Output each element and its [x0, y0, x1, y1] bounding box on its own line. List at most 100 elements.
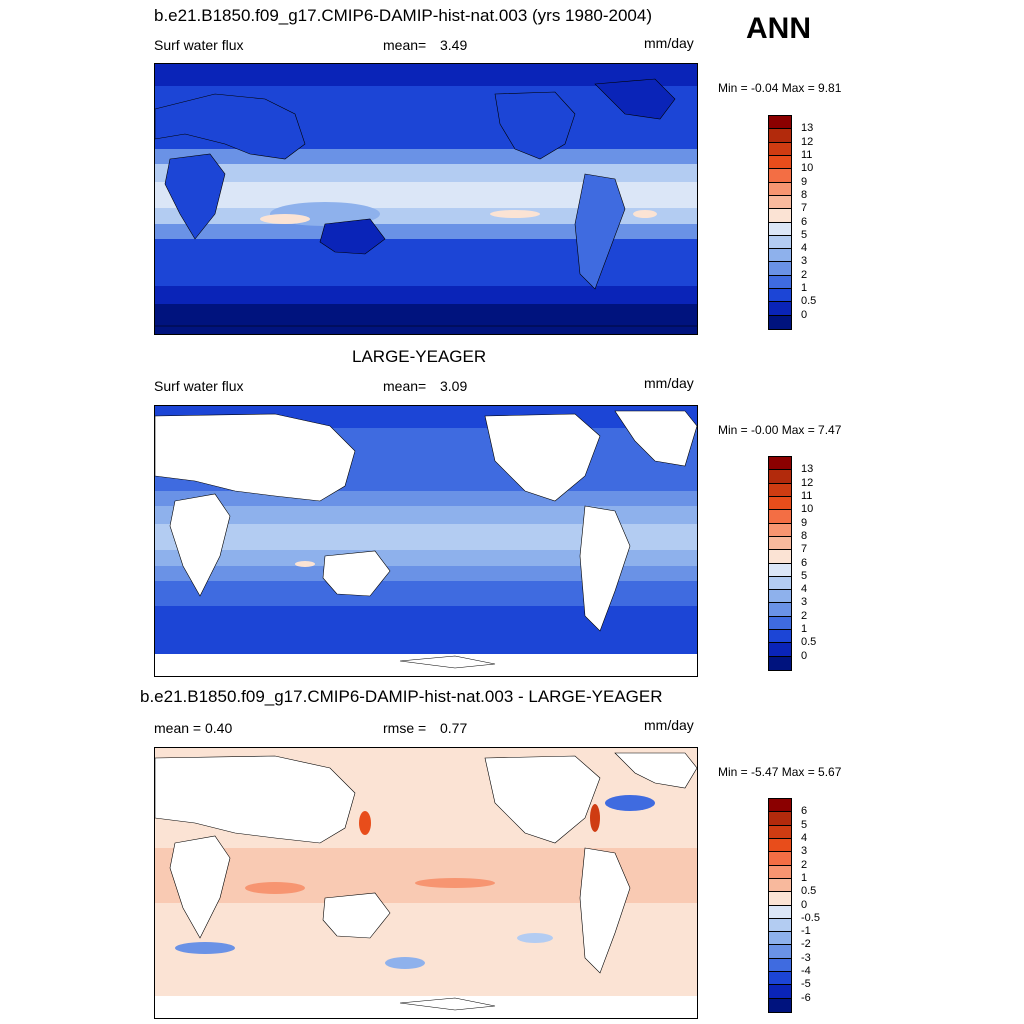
colorbar-swatch — [769, 905, 791, 919]
colorbar-tick-label: 12 — [801, 135, 814, 148]
colorbar-tick-label: 7 — [801, 543, 808, 556]
colorbar-swatch — [769, 998, 791, 1012]
colorbar-tick-label: 2 — [801, 858, 808, 871]
colorbar-tick-label: 6 — [801, 215, 808, 228]
colorbar-swatch — [769, 195, 791, 210]
colorbar-swatch — [769, 483, 791, 497]
colorbar-swatch — [769, 918, 791, 933]
colorbar-swatch — [769, 892, 791, 906]
colorbar-swatch — [769, 958, 791, 973]
colorbar-tick-label: -2 — [801, 938, 811, 951]
colorbar-swatch — [769, 289, 791, 303]
colorbar-tick-label: 7 — [801, 202, 808, 215]
colorbar-tick-label: 0 — [801, 308, 808, 321]
colorbar-tick-label: 3 — [801, 596, 808, 609]
panel-2-title: LARGE-YEAGER — [352, 347, 487, 366]
colorbar-tick-label: -4 — [801, 965, 811, 978]
colorbar-tick-label: 6 — [801, 556, 808, 569]
panel-1-title: b.e21.B1850.f09_g17.CMIP6-DAMIP-hist-nat… — [154, 6, 652, 25]
panel-3-rmse-label: rmse = — [383, 720, 427, 736]
colorbar-swatch — [769, 825, 791, 839]
colorbar-swatch — [769, 812, 791, 826]
colorbar-tick-label: 6 — [801, 805, 808, 818]
panel-3-rmse-value: 0.77 — [440, 720, 468, 736]
colorbar-tick-label: 8 — [801, 529, 808, 542]
colorbar-swatch — [769, 275, 791, 290]
panel-1-mean-label: mean= — [383, 37, 427, 53]
panel-3-minmax: Min = -5.47 Max = 5.67 — [718, 765, 842, 779]
colorbar-tick-label: 2 — [801, 268, 808, 281]
colorbar-tick-label: 3 — [801, 845, 808, 858]
panel-1-units: mm/day — [644, 35, 694, 51]
panel-2-variable-label: Surf water flux — [154, 378, 244, 394]
colorbar-tick-label: 5 — [801, 228, 808, 241]
panel-2-colorbar — [768, 456, 792, 671]
colorbar-swatch — [769, 169, 791, 183]
colorbar-swatch — [769, 457, 791, 471]
panel-1-minmax: Min = -0.04 Max = 9.81 — [718, 81, 842, 95]
colorbar-tick-label: 1 — [801, 871, 808, 884]
colorbar-swatch — [769, 563, 791, 577]
panel-1-colorbar — [768, 115, 792, 330]
colorbar-swatch — [769, 222, 791, 236]
colorbar-tick-label: -3 — [801, 951, 811, 964]
colorbar-tick-label: 9 — [801, 175, 808, 188]
colorbar-tick-label: 13 — [801, 122, 814, 135]
colorbar-tick-label: 0 — [801, 898, 808, 911]
colorbar-tick-label: 11 — [801, 148, 813, 161]
colorbar-swatch — [769, 576, 791, 591]
colorbar-swatch — [769, 302, 791, 316]
colorbar-tick-label: 0.5 — [801, 295, 817, 308]
colorbar-swatch — [769, 536, 791, 551]
colorbar-swatch — [769, 878, 791, 893]
colorbar-swatch — [769, 510, 791, 524]
colorbar-swatch — [769, 129, 791, 143]
panel-1-variable-label: Surf water flux — [154, 37, 244, 53]
panel-1-map — [154, 63, 698, 335]
colorbar-tick-label: 9 — [801, 516, 808, 529]
colorbar-tick-label: 4 — [801, 583, 808, 596]
colorbar-tick-label: 5 — [801, 569, 808, 582]
colorbar-tick-label: 0 — [801, 649, 808, 662]
season-label: ANN — [746, 12, 811, 45]
panel-1-mean-value: 3.49 — [440, 37, 468, 53]
colorbar-swatch — [769, 315, 791, 329]
colorbar-tick-label: 0.5 — [801, 636, 817, 649]
panel-2-map — [154, 405, 698, 677]
colorbar-swatch — [769, 116, 791, 130]
colorbar-swatch — [769, 523, 791, 537]
colorbar-swatch — [769, 550, 791, 564]
colorbar-tick-label: 1 — [801, 623, 808, 636]
colorbar-swatch — [769, 142, 791, 156]
colorbar-tick-label: 10 — [801, 162, 814, 175]
colorbar-tick-label: 0.5 — [801, 885, 817, 898]
colorbar-swatch — [769, 985, 791, 999]
colorbar-tick-label: 3 — [801, 255, 808, 268]
panel-3-units: mm/day — [644, 717, 694, 733]
colorbar-swatch — [769, 470, 791, 484]
colorbar-tick-label: -6 — [801, 991, 811, 1004]
colorbar-swatch — [769, 865, 791, 879]
colorbar-swatch — [769, 209, 791, 223]
panel-2-mean-value: 3.09 — [440, 378, 468, 394]
panel-3-mean-label: mean = 0.40 — [154, 720, 233, 736]
colorbar-swatch — [769, 656, 791, 670]
colorbar-swatch — [769, 972, 791, 986]
panel-2-minmax: Min = -0.00 Max = 7.47 — [718, 423, 842, 437]
colorbar-swatch — [769, 630, 791, 644]
colorbar-tick-label: 4 — [801, 242, 808, 255]
panel-3-title: b.e21.B1850.f09_g17.CMIP6-DAMIP-hist-nat… — [140, 687, 663, 706]
colorbar-tick-label: -0.5 — [801, 911, 820, 924]
panel-3-map — [154, 747, 698, 1019]
colorbar-tick-label: 8 — [801, 188, 808, 201]
colorbar-swatch — [769, 590, 791, 604]
colorbar-tick-label: 2 — [801, 609, 808, 622]
colorbar-tick-label: 12 — [801, 476, 814, 489]
panel-2-mean-label: mean= — [383, 378, 427, 394]
colorbar-tick-label: 1 — [801, 282, 808, 295]
colorbar-tick-label: 10 — [801, 503, 814, 516]
colorbar-tick-label: -5 — [801, 978, 811, 991]
colorbar-tick-label: -1 — [801, 925, 811, 938]
colorbar-swatch — [769, 852, 791, 866]
panel-2-units: mm/day — [644, 375, 694, 391]
